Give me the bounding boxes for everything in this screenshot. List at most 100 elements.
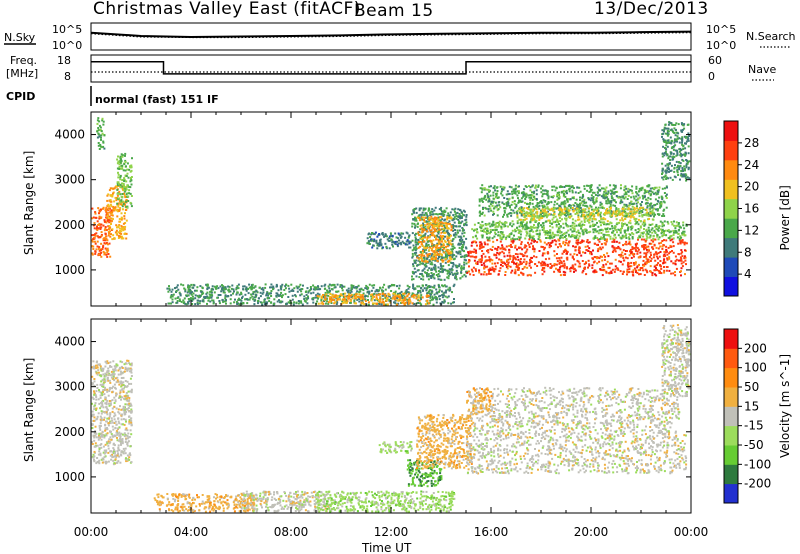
- power-cell: [438, 298, 441, 301]
- power-cell: [638, 187, 641, 190]
- power-cell: [507, 204, 510, 207]
- power-cell: [651, 274, 654, 277]
- power-cell: [238, 293, 241, 296]
- power-cell: [460, 237, 463, 240]
- power-cell: [419, 289, 421, 292]
- power-cell: [614, 258, 617, 261]
- power-cell: [582, 233, 585, 236]
- power-cell: [674, 260, 677, 263]
- power-cell: [638, 229, 641, 232]
- power-cell: [407, 302, 410, 305]
- power-cell: [448, 256, 451, 259]
- power-cell: [643, 224, 646, 227]
- power-cell: [121, 164, 124, 167]
- power-cell: [421, 211, 424, 214]
- power-cell: [207, 299, 210, 302]
- power-cell: [92, 238, 95, 241]
- power-cell: [418, 285, 421, 288]
- power-cell: [433, 234, 436, 237]
- power-cell: [669, 239, 672, 242]
- power-cell: [431, 274, 434, 276]
- power-cell: [312, 301, 315, 304]
- power-cell: [318, 293, 321, 296]
- power-cell: [566, 184, 569, 187]
- power-cell: [431, 290, 434, 293]
- power-cell: [492, 210, 495, 213]
- power-cell: [448, 236, 451, 239]
- power-cell: [108, 225, 111, 228]
- power-cell: [473, 248, 476, 251]
- power-cell: [579, 199, 581, 202]
- power-cell: [97, 127, 100, 129]
- power-cell: [598, 260, 601, 263]
- power-cell: [659, 220, 662, 223]
- power-cell: [362, 296, 365, 299]
- power-cell: [445, 230, 448, 233]
- power-cell: [608, 266, 611, 269]
- power-cell: [640, 238, 643, 241]
- power-cell: [652, 247, 655, 250]
- power-cell: [443, 251, 446, 254]
- power-cell: [681, 239, 684, 242]
- power-cell: [501, 223, 504, 226]
- power-cell: [549, 229, 552, 232]
- power-cell: [557, 238, 560, 241]
- power-cell: [681, 251, 684, 254]
- power-cell: [577, 265, 580, 268]
- power-cell: [112, 218, 114, 221]
- power-cell: [343, 299, 346, 302]
- power-cell: [573, 234, 576, 237]
- power-cell: [602, 207, 604, 209]
- power-cell: [480, 273, 483, 276]
- power-cell: [634, 262, 637, 265]
- power-cell: [483, 197, 485, 200]
- power-cell: [651, 223, 654, 226]
- power-cell: [475, 251, 478, 254]
- power-cell: [114, 208, 117, 211]
- power-cell: [664, 187, 666, 190]
- power-cell: [633, 255, 635, 258]
- power-cell: [606, 228, 609, 230]
- power-cell: [118, 218, 121, 220]
- power-cell: [545, 220, 548, 223]
- power-cell: [253, 290, 256, 293]
- power-cell: [454, 229, 456, 231]
- power-cell: [492, 240, 495, 243]
- power-cell: [554, 243, 557, 246]
- power-cell: [657, 200, 660, 203]
- power-cell: [583, 215, 586, 218]
- power-cell: [252, 291, 255, 294]
- power-cell: [537, 261, 540, 264]
- power-cell: [621, 251, 624, 254]
- power-cell: [541, 264, 544, 267]
- power-cell: [198, 302, 201, 305]
- power-cell: [496, 262, 499, 265]
- power-cell: [656, 228, 659, 231]
- power-cell: [231, 284, 234, 287]
- power-cell: [320, 302, 323, 305]
- power-cell: [485, 207, 488, 210]
- power-cell: [417, 296, 420, 299]
- power-cell: [636, 252, 639, 255]
- power-cell: [198, 295, 201, 298]
- power-cell: [637, 269, 640, 272]
- power-cell: [442, 265, 445, 268]
- power-cell: [427, 235, 430, 238]
- power-cell: [312, 288, 315, 291]
- power-cell: [655, 225, 658, 228]
- power-cell: [398, 293, 401, 296]
- power-cell: [510, 233, 513, 236]
- power-cell: [585, 231, 588, 234]
- power-cell: [422, 207, 425, 210]
- power-cell: [664, 255, 667, 257]
- power-cell: [371, 302, 374, 305]
- power-cell: [92, 237, 95, 239]
- power-cell: [492, 213, 494, 216]
- power-cell: [222, 291, 225, 294]
- power-cell: [541, 189, 544, 192]
- power-cell: [420, 298, 422, 301]
- power-cell: [448, 217, 451, 220]
- power-cell: [649, 265, 652, 268]
- power-cell: [514, 192, 517, 195]
- power-cell: [453, 298, 455, 300]
